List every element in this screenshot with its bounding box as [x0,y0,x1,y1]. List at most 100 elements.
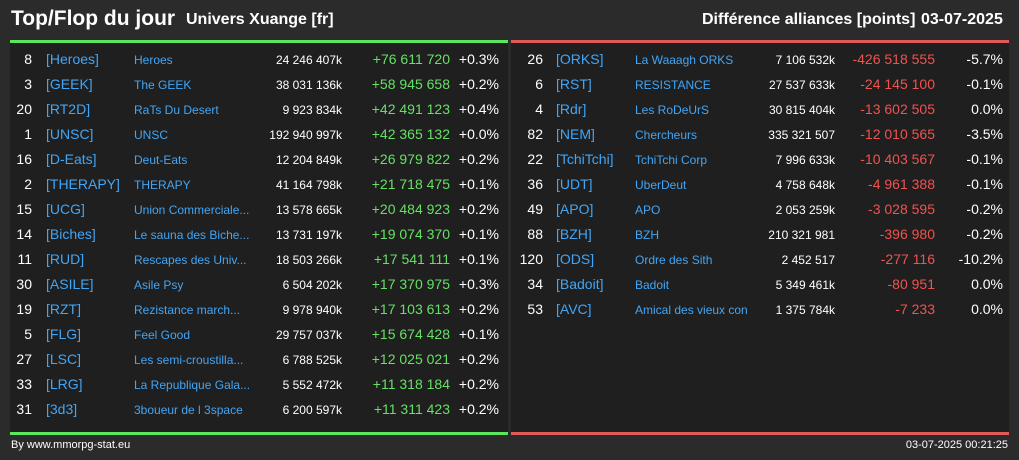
alliance-tag-link[interactable]: [3d3] [46,401,78,417]
alliance-name-link[interactable]: Rezistance march... [134,303,241,317]
alliance-name-link[interactable]: Deut-Eats [134,153,188,167]
top-row: 19 [RZT] Rezistance march... 9 978 940k +17 … [10,297,508,322]
flop-row: 88 [BZH] BZH 210 321 981 -396 980 -0.2% [511,222,1009,247]
alliance-name-link[interactable]: Feel Good [134,328,191,342]
alliance-name-link[interactable]: TchiTchi Corp [635,153,708,167]
points-cell: 192 940 997k [269,128,342,142]
diff-cell: -80 951 [887,276,935,292]
points-cell: 38 031 136k [275,78,342,92]
points-cell: 13 578 665k [275,203,342,217]
top-row: 3 [GEEK] The GEEK 38 031 136k +58 945 658 +0.… [10,72,508,97]
alliance-name-link[interactable]: La Waaagh ORKS [635,53,734,67]
percent-cell: +0.3% [458,51,499,67]
alliance-name-link[interactable]: Le sauna des Biche... [134,228,250,242]
rank-cell: 5 [24,326,32,342]
alliance-name-link[interactable]: Ordre des Sith [635,253,713,267]
alliance-tag-link[interactable]: [THERAPY] [46,176,120,192]
percent-cell: +0.1% [458,176,499,192]
alliance-name-link[interactable]: Rescapes des Univ... [134,253,247,267]
diff-cell: -7 233 [895,301,935,317]
alliance-name-link[interactable]: UberDeut [635,178,687,192]
alliance-name-link[interactable]: Les RoDeUrS [635,103,710,117]
rank-cell: 53 [527,301,543,317]
alliance-name-link[interactable]: La Republique Gala... [134,378,251,392]
percent-cell: -10.2% [958,251,1003,267]
alliance-tag-link[interactable]: [AVC] [556,301,592,317]
alliance-name-link[interactable]: RaTs Du Desert [134,103,219,117]
alliance-tag-link[interactable]: [APO] [556,201,594,217]
alliance-tag-link[interactable]: [UDT] [556,176,593,192]
top-row: 14 [Biches] Le sauna des Biche... 13 731 19… [10,222,508,247]
diff-cell: +42 365 132 [371,126,450,142]
percent-cell: +0.1% [458,251,499,267]
points-cell: 6 200 597k [282,403,342,417]
alliance-tag-link[interactable]: [RST] [556,76,592,92]
alliance-tag-link[interactable]: [NEM] [556,126,595,142]
rank-cell: 30 [16,276,32,292]
alliance-tag-link[interactable]: [ORKS] [556,51,604,67]
rank-cell: 31 [16,401,32,417]
percent-cell: +0.3% [458,276,499,292]
diff-cell: +17 541 111 [373,251,450,267]
alliance-tag-link[interactable]: [TchiTchi] [556,151,614,167]
percent-cell: +0.0% [458,126,499,142]
alliance-tag-link[interactable]: [RZT] [46,301,81,317]
rank-cell: 16 [16,151,32,167]
alliance-tag-link[interactable]: [D-Eats] [46,151,97,167]
top-row: 31 [3d3] 3boueur de l 3space 6 200 597k +11 … [10,397,508,422]
panel-divider [509,40,511,435]
diff-cell: -12 010 565 [860,126,935,142]
alliance-tag-link[interactable]: [GEEK] [46,76,93,92]
alliance-tag-link[interactable]: [Rdr] [556,101,587,117]
alliance-tag-link[interactable]: [Badoit] [556,276,604,292]
alliance-name-link[interactable]: Union Commerciale... [134,203,250,217]
points-cell: 335 321 507 [768,128,835,142]
alliance-tag-link[interactable]: [Biches] [46,226,96,242]
alliance-tag-link[interactable]: [RT2D] [46,101,91,117]
top-panel-bottom-line [10,432,508,435]
diff-cell: +17 370 975 [371,276,450,292]
flop-row: 49 [APO] APO 2 053 259k -3 028 595 -0.2% [511,197,1009,222]
alliance-tag-link[interactable]: [RUD] [46,251,85,267]
alliance-tag-link[interactable]: [BZH] [556,226,592,242]
flop-panel: 26 [ORKS] La Waaagh ORKS 7 106 532k -426 518… [511,40,1009,435]
alliance-tag-link[interactable]: [LRG] [46,376,83,392]
alliance-tag-link[interactable]: [FLG] [46,326,82,342]
alliance-name-link[interactable]: UNSC [134,128,169,142]
flop-row: 53 [AVC] Amical des vieux con 1 375 784k -7 … [511,297,1009,322]
rank-cell: 26 [527,51,543,67]
rank-cell: 49 [527,201,543,217]
alliance-tag-link[interactable]: [LSC] [46,351,82,367]
flop-row: 36 [UDT] UberDeut 4 758 648k -4 961 388 -0.1% [511,172,1009,197]
points-cell: 18 503 266k [275,253,342,267]
alliance-name-link[interactable]: Amical des vieux con [635,303,748,317]
alliance-name-link[interactable]: APO [635,203,661,217]
alliance-name-link[interactable]: 3boueur de l 3space [134,403,243,417]
diff-cell: +11 311 423 [373,401,450,417]
percent-cell: +0.2% [458,76,499,92]
points-cell: 2 452 517 [781,253,835,267]
points-cell: 13 731 197k [275,228,342,242]
alliance-name-link[interactable]: Heroes [134,53,173,67]
alliance-tag-link[interactable]: [Heroes] [46,51,99,67]
alliance-name-link[interactable]: Asile Psy [134,278,184,292]
flop-row: 120 [ODS] Ordre des Sith 2 452 517 -277 116 -… [511,247,1009,272]
rank-cell: 20 [16,101,32,117]
alliance-tag-link[interactable]: [UNSC] [46,126,94,142]
alliance-name-link[interactable]: RESISTANCE [635,78,711,92]
rank-cell: 2 [24,176,32,192]
diff-cell: -4 961 388 [868,176,935,192]
alliance-name-link[interactable]: Chercheurs [635,128,698,142]
rank-cell: 88 [527,226,543,242]
percent-cell: +0.2% [458,401,499,417]
alliance-name-link[interactable]: THERAPY [134,178,191,192]
alliance-tag-link[interactable]: [UCG] [46,201,85,217]
rank-cell: 4 [535,101,543,117]
alliance-name-link[interactable]: BZH [635,228,659,242]
alliance-tag-link[interactable]: [ODS] [556,251,595,267]
alliance-name-link[interactable]: Badoit [635,278,670,292]
alliance-name-link[interactable]: The GEEK [134,78,192,92]
rank-cell: 33 [16,376,32,392]
alliance-name-link[interactable]: Les semi-croustilla... [134,353,244,367]
alliance-tag-link[interactable]: [ASILE] [46,276,94,292]
